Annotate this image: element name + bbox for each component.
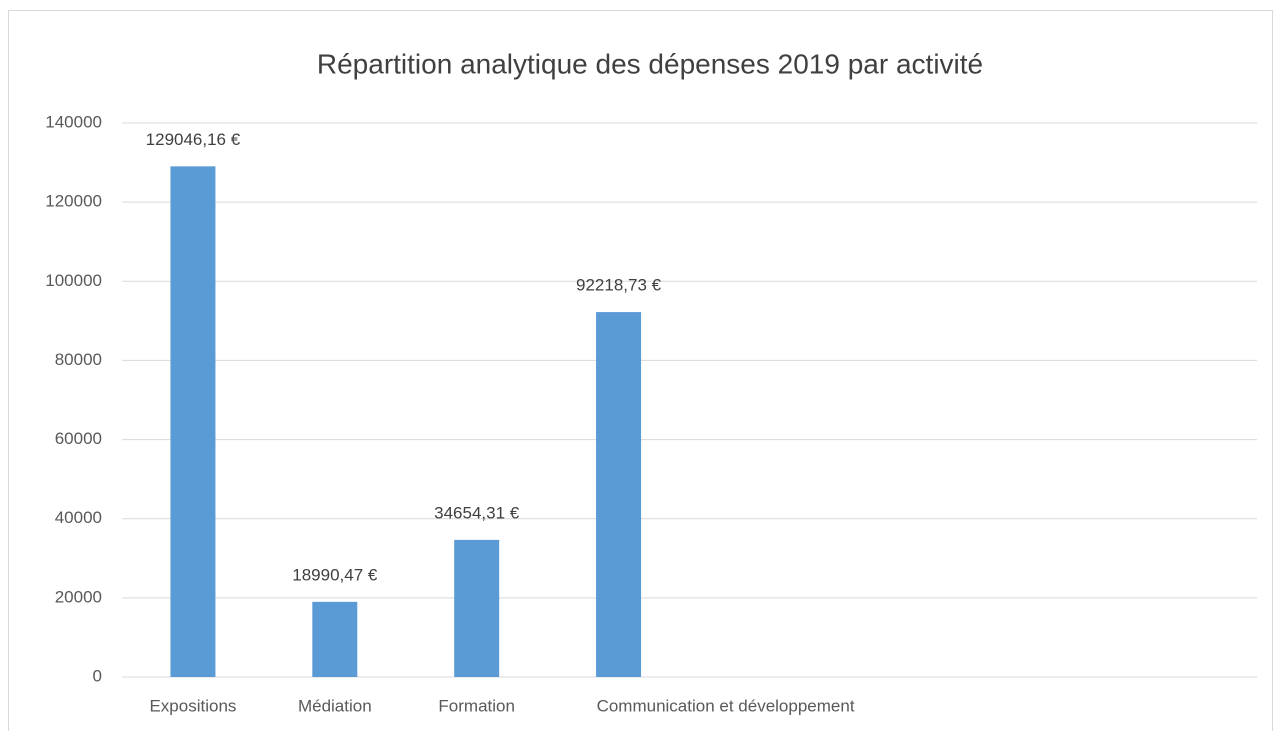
- data-label: 129046,16 €: [146, 130, 241, 149]
- bar: [170, 166, 216, 677]
- y-tick-label: 40000: [55, 508, 102, 527]
- data-label: 34654,31 €: [434, 503, 520, 522]
- y-tick-label: 0: [93, 666, 102, 685]
- x-tick-label: Médiation: [298, 696, 372, 715]
- bar: [454, 539, 500, 677]
- y-tick-label: 20000: [55, 587, 102, 606]
- data-label: 92218,73 €: [576, 276, 662, 295]
- data-label: 18990,47 €: [292, 565, 378, 584]
- x-tick-label: Expositions: [149, 696, 236, 715]
- bar: [312, 601, 358, 677]
- x-tick-label: Communication et développement: [597, 696, 855, 715]
- y-tick-label: 120000: [45, 192, 102, 211]
- x-tick-label: Formation: [438, 696, 515, 715]
- y-tick-label: 140000: [45, 112, 102, 131]
- y-tick-label: 100000: [45, 271, 102, 290]
- y-tick-label: 60000: [55, 429, 102, 448]
- bar: [596, 312, 642, 677]
- chart-title: Répartition analytique des dépenses 2019…: [317, 48, 983, 79]
- y-tick-label: 80000: [55, 350, 102, 369]
